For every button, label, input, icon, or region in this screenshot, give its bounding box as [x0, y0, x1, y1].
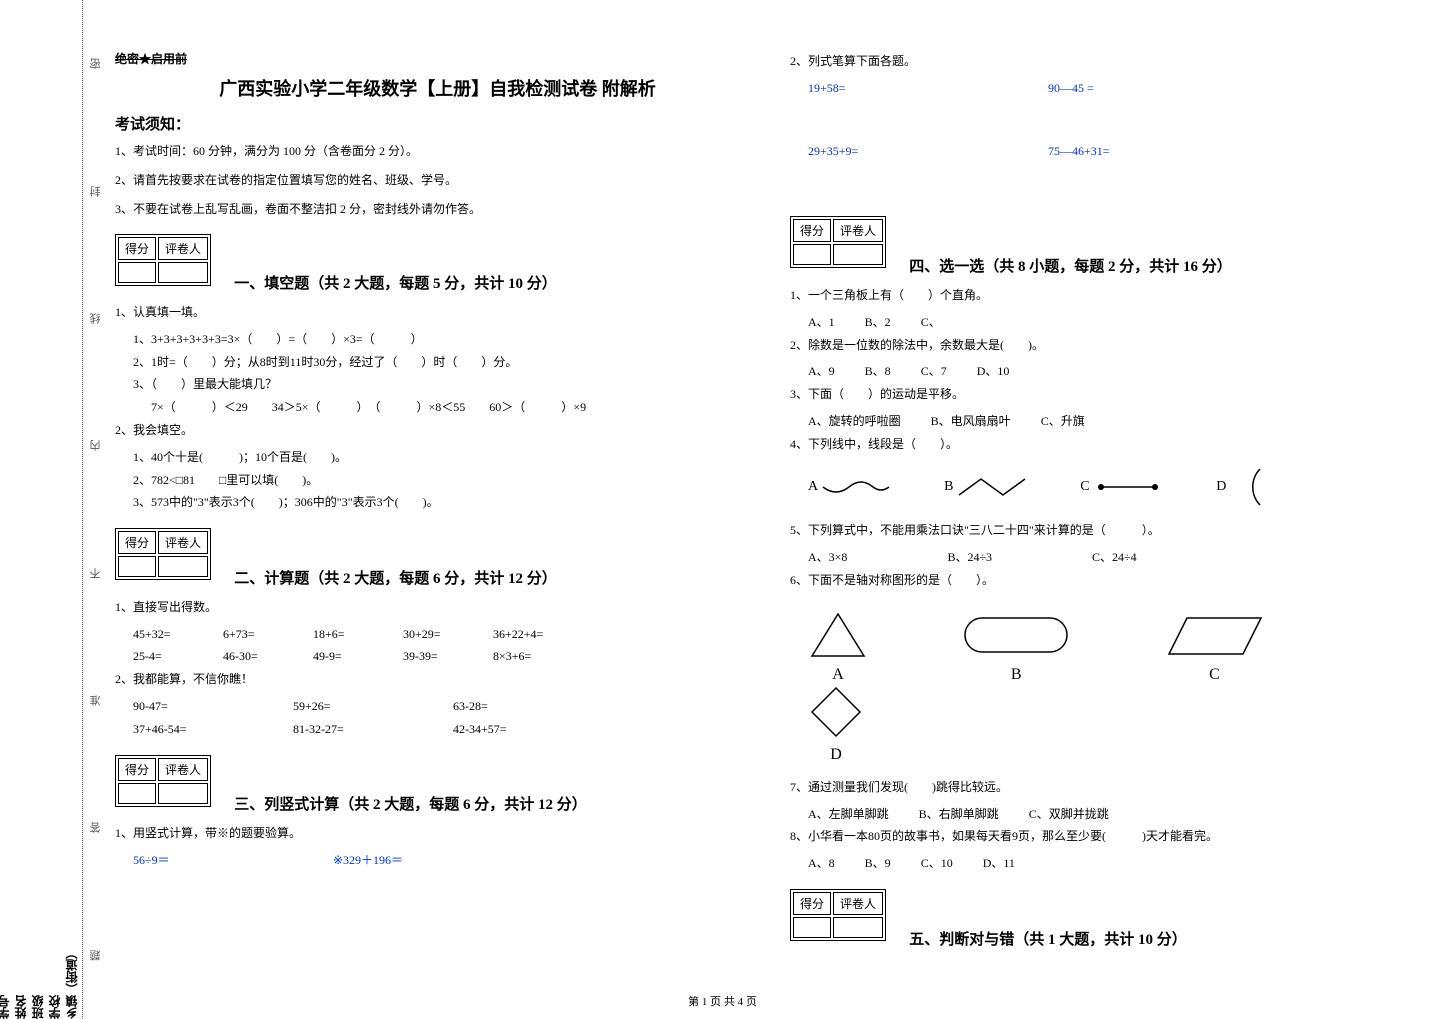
- notice-item: 2、请首先按要求在试卷的指定位置填写您的姓名、班级、学号。: [115, 171, 760, 190]
- mc8-opts: A、8B、9C、10D、11: [790, 852, 1435, 875]
- segment-icon: [1093, 475, 1163, 499]
- q1-c-line: 7×（ ）＜29 34＞5×（ ） （ ）×8＜55 60＞（ ）×9: [115, 396, 760, 419]
- binding-field: 学号: [0, 0, 12, 1019]
- arc-icon: [1230, 467, 1270, 507]
- mc3-opts: A、旋转的呼啦圈B、电风扇扇叶C、升旗: [790, 410, 1435, 433]
- score-box: 得分评卷人: [115, 528, 211, 580]
- parallelogram-icon: [1165, 610, 1265, 660]
- score-box: 得分评卷人: [115, 234, 211, 286]
- rounded-rect-icon: [961, 610, 1071, 660]
- calc1-row1: 45+32=6+73=18+6=30+29=36+22+4=: [115, 623, 760, 646]
- left-column: 绝密★启用前 广西实验小学二年级数学【上册】自我检测试卷 附解析 考试须知： 1…: [115, 50, 760, 957]
- section-3-title: 三、列竖式计算（共 2 大题，每题 6 分，共计 12 分）: [234, 793, 587, 814]
- mc5-stem: 5、下列算式中，不能用乘法口诀"三八二十四"来计算的是（ ）。: [790, 519, 1435, 542]
- calc1-row2: 25-4=46-30=49-9=39-39=8×3+6=: [115, 645, 760, 668]
- section-2-title: 二、计算题（共 2 大题，每题 6 分，共计 12 分）: [234, 567, 557, 588]
- q2-b: 2、782<□81 □里可以填( )。: [115, 469, 760, 492]
- seal-line-text: 密封 线内 不准 答题: [88, 0, 102, 1019]
- q1-c: 3、（ ）里最大能填几？: [115, 373, 760, 396]
- mc6-stem: 6、下面不是轴对称图形的是（ ）。: [790, 569, 1435, 592]
- vert2-row2: 29+35+9=75—46+31=: [790, 140, 1435, 163]
- section-5-header: 得分评卷人 五、判断对与错（共 1 大题，共计 10 分）: [790, 889, 1435, 949]
- section-1-title: 一、填空题（共 2 大题，每题 5 分，共计 10 分）: [234, 272, 557, 293]
- notice-title: 考试须知：: [115, 113, 760, 134]
- q1-b: 2、1时=（ ）分；从8时到11时30分，经过了（ ）时（ ）分。: [115, 351, 760, 374]
- vert2-stem: 2、列式笔算下面各题。: [790, 50, 1435, 73]
- exam-page: 绝密★启用前 广西实验小学二年级数学【上册】自我检测试卷 附解析 考试须知： 1…: [115, 50, 1435, 957]
- triangle-icon: [808, 610, 868, 660]
- score-box: 得分评卷人: [790, 889, 886, 941]
- mc2-opts: A、9B、8C、7D、10: [790, 360, 1435, 383]
- calc1-stem: 1、直接写出得数。: [115, 596, 760, 619]
- section-4-header: 得分评卷人 四、选一选（共 8 小题，每题 2 分，共计 16 分）: [790, 216, 1435, 276]
- page-footer: 第 1 页 共 4 页: [0, 993, 1445, 1009]
- diamond-icon: [808, 684, 864, 740]
- q1-stem: 1、认真填一填。: [115, 301, 760, 324]
- vert2-row1: 19+58=90—45 =: [790, 77, 1435, 100]
- binding-field: 学校: [46, 0, 63, 1019]
- section-4-title: 四、选一选（共 8 小题，每题 2 分，共计 16 分）: [909, 255, 1232, 276]
- q1-a: 1、3+3+3+3+3+3=3×（ ）=（ ）×3=（ ）: [115, 328, 760, 351]
- mc7-opts: A、左脚单脚跳B、右脚单脚跳C、双脚并拢跳: [790, 803, 1435, 826]
- mc5-opts: A、3×8B、24÷3C、24÷4: [790, 546, 1435, 569]
- notice-item: 3、不要在试卷上乱写乱画，卷面不整洁扣 2 分，密封线外请勿作答。: [115, 200, 760, 219]
- mc2-stem: 2、除数是一位数的除法中，余数最大是( )。: [790, 334, 1435, 357]
- score-box: 得分评卷人: [790, 216, 886, 268]
- dotted-divider: [82, 0, 83, 1019]
- right-column: 2、列式笔算下面各题。 19+58=90—45 = 29+35+9=75—46+…: [790, 50, 1435, 957]
- calc2-row1: 90-47=59+26=63-28=: [115, 695, 760, 718]
- mc8-stem: 8、小华看一本80页的故事书，如果每天看9页，那么至少要( )天才能看完。: [790, 825, 1435, 848]
- vert1-stem: 1、用竖式计算，带※的题要验算。: [115, 822, 760, 845]
- calc2-stem: 2、我都能算，不信你瞧！: [115, 668, 760, 691]
- mc4-shapes: A B C D: [790, 467, 1435, 507]
- q2-stem: 2、我会填空。: [115, 419, 760, 442]
- q2-c: 3、573中的"3"表示3个( )；306中的"3"表示3个( )。: [115, 491, 760, 514]
- mc3-stem: 3、下面（ ）的运动是平移。: [790, 383, 1435, 406]
- section-2-header: 得分评卷人 二、计算题（共 2 大题，每题 6 分，共计 12 分）: [115, 528, 760, 588]
- section-3-header: 得分评卷人 三、列竖式计算（共 2 大题，每题 6 分，共计 12 分）: [115, 755, 760, 815]
- calc2-row2: 37+46-54=81-32-27=42-34+57=: [115, 718, 760, 741]
- binding-field: 乡镇（街道）: [63, 0, 80, 1019]
- q2-a: 1、40个十是( )；10个百是( )。: [115, 446, 760, 469]
- score-box: 得分评卷人: [115, 755, 211, 807]
- mc4-stem: 4、下列线中，线段是（ ）。: [790, 433, 1435, 456]
- binding-margin: 乡镇（街道） 学校 班级 姓名 学号: [40, 0, 80, 1019]
- vert1-line: 56÷9＝※329＋196＝: [115, 849, 760, 872]
- mc6-shapes: A B C D: [790, 610, 1435, 764]
- binding-field: 姓名: [12, 0, 29, 1019]
- curve-icon: [821, 475, 891, 499]
- section-1-header: 得分评卷人 一、填空题（共 2 大题，每题 5 分，共计 10 分）: [115, 234, 760, 294]
- confidential-mark: 绝密★启用前: [115, 50, 760, 67]
- mc7-stem: 7、通过测量我们发现( )跳得比较远。: [790, 776, 1435, 799]
- exam-title: 广西实验小学二年级数学【上册】自我检测试卷 附解析: [115, 75, 760, 101]
- polyline-icon: [957, 475, 1027, 499]
- binding-field: 班级: [29, 0, 46, 1019]
- section-5-title: 五、判断对与错（共 1 大题，共计 10 分）: [909, 928, 1187, 949]
- mc1-opts: A、1B、2C、: [790, 311, 1435, 334]
- mc1-stem: 1、一个三角板上有（ ）个直角。: [790, 284, 1435, 307]
- notice-item: 1、考试时间：60 分钟，满分为 100 分（含卷面分 2 分）。: [115, 142, 760, 161]
